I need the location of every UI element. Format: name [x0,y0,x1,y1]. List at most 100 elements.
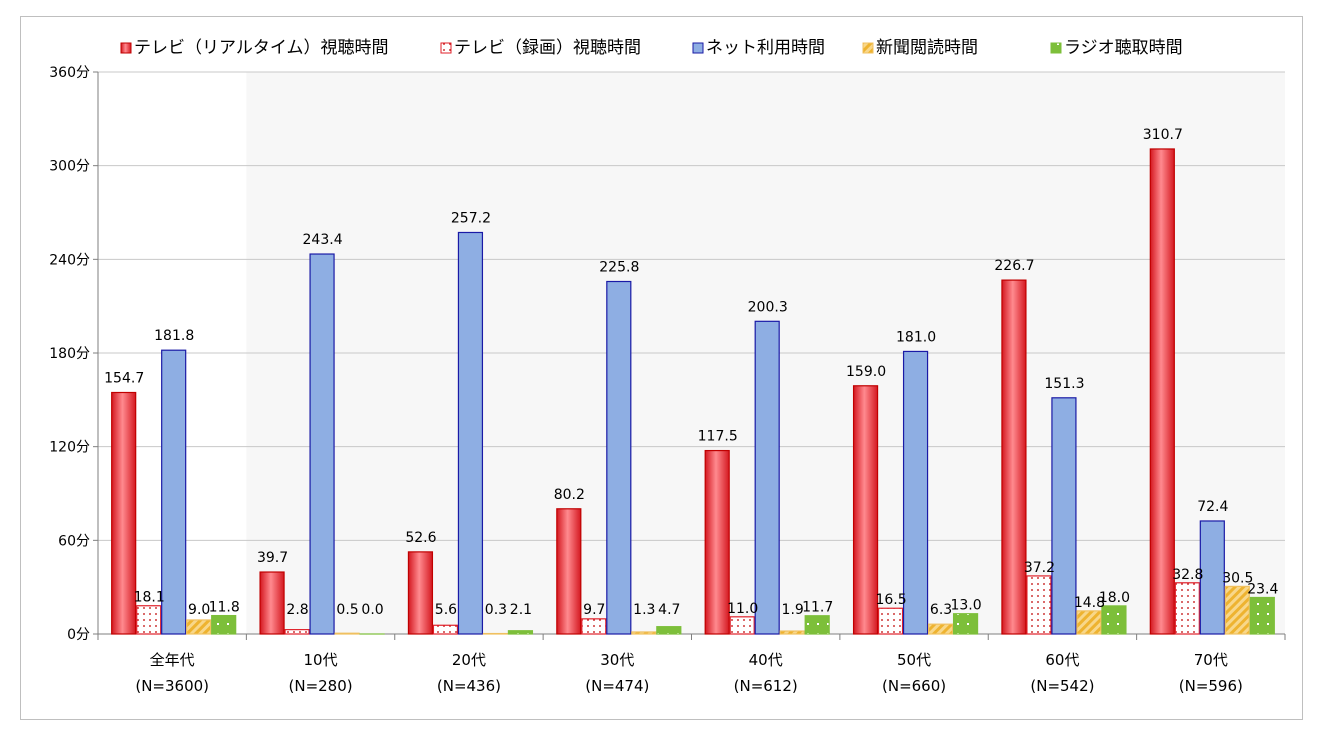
bar [211,614,237,635]
bar [1051,397,1077,635]
x-axis-categories: 全年代 (N=3600) 10代 (N=280) 20代 (N=436) 30代 (N=474… [135,651,1243,695]
bar [136,605,162,635]
bar [852,385,879,635]
x-category-label: 40代 [749,651,783,669]
y-tick-label: 360分 [49,65,90,81]
data-label: 11.0 [727,601,758,617]
data-label: 14.8 [1074,595,1105,611]
bar [309,253,335,635]
data-label: 37.2 [1024,560,1055,576]
data-label: 13.0 [950,598,981,614]
legend-label: 新聞閲読時間 [876,38,978,58]
data-label: 151.3 [1044,376,1084,392]
data-label: 181.8 [154,328,194,344]
bar [804,615,830,635]
bar [1199,520,1225,635]
x-category-label: 全年代 [150,651,195,669]
data-label: 11.8 [209,600,240,616]
data-label: 5.6 [435,602,457,618]
data-label: 18.0 [1099,590,1130,606]
bar [457,231,484,635]
legend: テレビ（リアルタイム）視聴時間 テレビ（録画）視聴時間 ネット利用時間 新聞閲読時間 ラ… [120,38,1183,58]
bar [1101,605,1127,635]
data-label: 32.8 [1172,567,1203,583]
bar [507,630,534,635]
data-label: 0.0 [361,602,383,618]
x-category-n: (N=660) [882,677,946,695]
bar [334,632,360,635]
data-label: 0.3 [485,602,507,618]
bar [754,320,780,635]
x-category-n: (N=436) [437,677,501,695]
bar [927,623,954,635]
legend-label: ラジオ聴取時間 [1064,38,1183,58]
data-label: 11.7 [802,600,833,616]
bar [161,349,187,635]
data-label: 30.5 [1222,570,1253,586]
x-category-n: (N=280) [289,677,353,695]
data-label: 23.4 [1247,581,1278,597]
bar [111,391,137,635]
bar [284,629,310,635]
x-category-label: 60代 [1045,651,1079,669]
bar [729,616,755,635]
x-category-n: (N=596) [1179,677,1243,695]
legend-label: テレビ（録画）視聴時間 [454,38,641,58]
bar [407,551,434,635]
data-label: 52.6 [405,530,436,546]
x-category-n: (N=3600) [135,677,209,695]
y-tick-label: 180分 [49,346,90,362]
data-label: 1.9 [782,602,804,618]
data-label: 154.7 [104,370,144,386]
data-label: 243.4 [303,232,343,248]
bar [259,571,285,635]
data-label: 16.5 [875,592,906,608]
y-tick-label: 300分 [49,159,90,175]
x-category-label: 30代 [600,651,634,669]
x-category-label: 50代 [897,651,931,669]
bar [779,630,805,635]
y-tick-label: 60分 [58,533,90,549]
bar [1149,148,1175,635]
data-label: 1.3 [633,602,655,618]
data-label: 159.0 [846,364,886,380]
data-label: 226.7 [994,258,1034,274]
bar [877,607,904,635]
bar [186,619,212,635]
bar [704,449,730,635]
data-label: 310.7 [1143,127,1183,143]
legend-swatch [440,42,452,54]
data-label: 6.3 [930,602,952,618]
bar [1026,575,1052,635]
data-label: 181.0 [896,329,936,345]
legend-swatch [862,42,874,54]
bar [1224,585,1250,635]
bar [952,613,979,635]
x-category-label: 20代 [452,651,486,669]
bar [606,280,632,635]
legend-label: ネット利用時間 [706,38,825,58]
legend-swatch [692,42,704,54]
data-label: 225.8 [599,260,639,276]
bar [556,508,582,635]
data-label: 80.2 [554,487,585,503]
gridlines [93,71,1286,640]
grouped-bar-chart: 0分 60分 120分 180分 240分 300分 360分 154.7 18.1 181.8… [49,38,1286,695]
data-label: 2.8 [286,602,308,618]
bar [1076,610,1102,635]
bar [581,618,607,635]
y-tick-label: 240分 [49,252,90,268]
data-label: 18.1 [134,590,165,606]
data-label: 200.3 [748,299,788,315]
y-axis-ticks: 0分 60分 120分 180分 240分 300分 360分 [49,65,90,643]
data-labels: 154.7 18.1 181.8 9.011.8 39.7 2.8 243.4 0.5 0.0 5… [104,127,1278,618]
x-category-n: (N=612) [734,677,798,695]
legend-swatch [120,42,132,54]
data-label: 72.4 [1197,499,1228,515]
bar [1174,582,1200,635]
chart-container: 0分 60分 120分 180分 240分 300分 360分 154.7 18.1 181.8… [20,16,1303,720]
data-label: 117.5 [698,429,738,445]
data-label: 9.7 [583,602,605,618]
y-tick-label: 120分 [49,440,90,456]
data-label: 2.1 [510,602,532,618]
